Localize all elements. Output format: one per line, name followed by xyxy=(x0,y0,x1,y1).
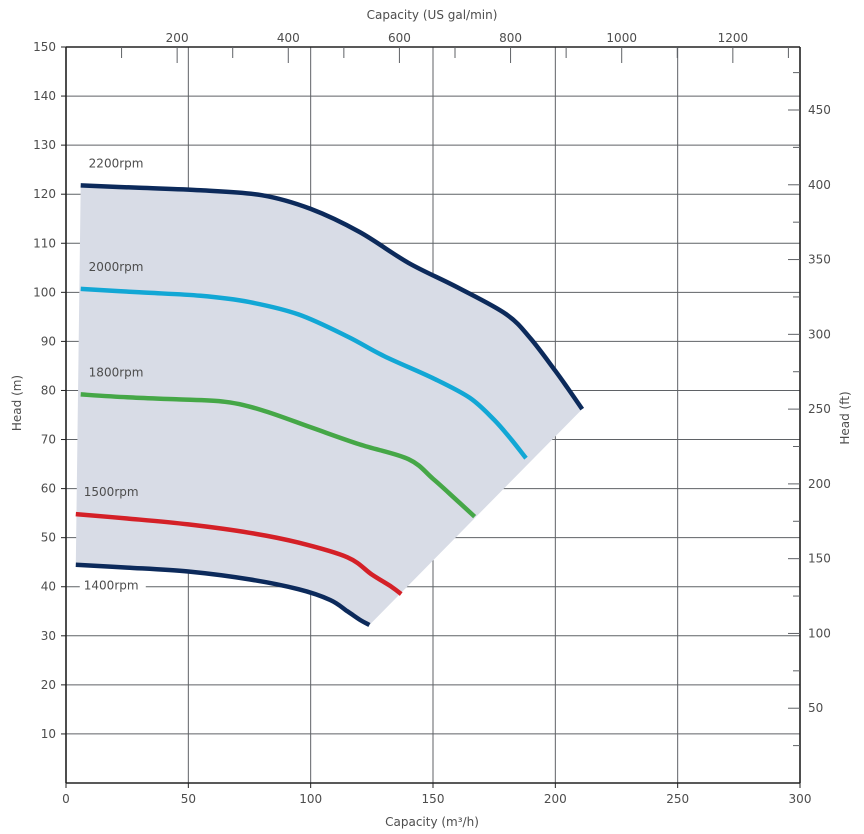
y-tick-label: 50 xyxy=(41,531,56,545)
y2-tick-label: 50 xyxy=(808,701,823,715)
series-label-1800rpm: 1800rpm xyxy=(89,365,144,379)
x2-tick-label: 1000 xyxy=(606,31,637,45)
series-line-1400rpm xyxy=(75,562,371,627)
x2-axis-title: Capacity (US gal/min) xyxy=(367,8,498,22)
x2-tick-label: 1200 xyxy=(718,31,749,45)
series-line-1800rpm xyxy=(80,392,477,519)
y-tick-label: 100 xyxy=(33,285,56,299)
y-tick-label: 70 xyxy=(41,433,56,447)
series-line-1500rpm xyxy=(75,511,403,596)
y-tick-label: 150 xyxy=(33,40,56,54)
y2-axis-title: Head (ft) xyxy=(838,391,852,444)
x-tick-label: 150 xyxy=(422,792,445,806)
series-line-2000rpm xyxy=(80,286,528,460)
y2-tick-label: 150 xyxy=(808,552,831,566)
x2-tick-label: 200 xyxy=(166,31,189,45)
axes xyxy=(61,46,801,788)
y-tick-label: 30 xyxy=(41,629,56,643)
series-lines xyxy=(75,183,585,627)
y2-tick-label: 250 xyxy=(808,402,831,416)
series-labels: 2200rpm 2000rpm 1800rpm 1500rpm 1400rpm xyxy=(79,156,146,594)
series-label-1400rpm: 1400rpm xyxy=(84,579,139,593)
operating-envelope xyxy=(75,185,583,625)
y2-tick-label: 450 xyxy=(808,103,831,117)
x-tick-label: 250 xyxy=(666,792,689,806)
y-tick-label: 90 xyxy=(41,334,56,348)
tick-marks xyxy=(121,47,800,747)
y-tick-label: 20 xyxy=(41,678,56,692)
series-line-2200rpm xyxy=(80,183,585,411)
y-tick-label: 110 xyxy=(33,236,56,250)
x-tick-label: 300 xyxy=(789,792,812,806)
y-tick-label: 140 xyxy=(33,89,56,103)
x-tick-label: 100 xyxy=(299,792,322,806)
tick-labels: 0 50 100 150 200 250 300 10 20 30 40 50 60 70 80 90 100 1… xyxy=(33,31,831,806)
x-tick-label: 0 xyxy=(62,792,70,806)
x-tick-label: 200 xyxy=(544,792,567,806)
y-tick-label: 80 xyxy=(41,383,56,397)
x-tick-label: 50 xyxy=(181,792,196,806)
x-axis-title: Capacity (m³/h) xyxy=(385,815,479,829)
y2-tick-label: 100 xyxy=(808,626,831,640)
y-tick-label: 130 xyxy=(33,138,56,152)
y-tick-label: 120 xyxy=(33,187,56,201)
y-tick-label: 60 xyxy=(41,482,56,496)
series-label-1500rpm: 1500rpm xyxy=(84,485,139,499)
x2-tick-label: 600 xyxy=(388,31,411,45)
series-label-background xyxy=(79,576,146,594)
y2-tick-label: 400 xyxy=(808,178,831,192)
y2-tick-label: 300 xyxy=(808,327,831,341)
y2-tick-label: 200 xyxy=(808,477,831,491)
y-tick-label: 10 xyxy=(41,727,56,741)
series-label-2000rpm: 2000rpm xyxy=(89,260,144,274)
x2-tick-label: 400 xyxy=(277,31,300,45)
series-label-2200rpm: 2200rpm xyxy=(89,156,144,170)
y-tick-label: 40 xyxy=(41,580,56,594)
series-label-background xyxy=(79,483,146,501)
y-axis-title: Head (m) xyxy=(10,375,24,431)
x2-tick-label: 800 xyxy=(499,31,522,45)
y2-tick-label: 350 xyxy=(808,253,831,267)
